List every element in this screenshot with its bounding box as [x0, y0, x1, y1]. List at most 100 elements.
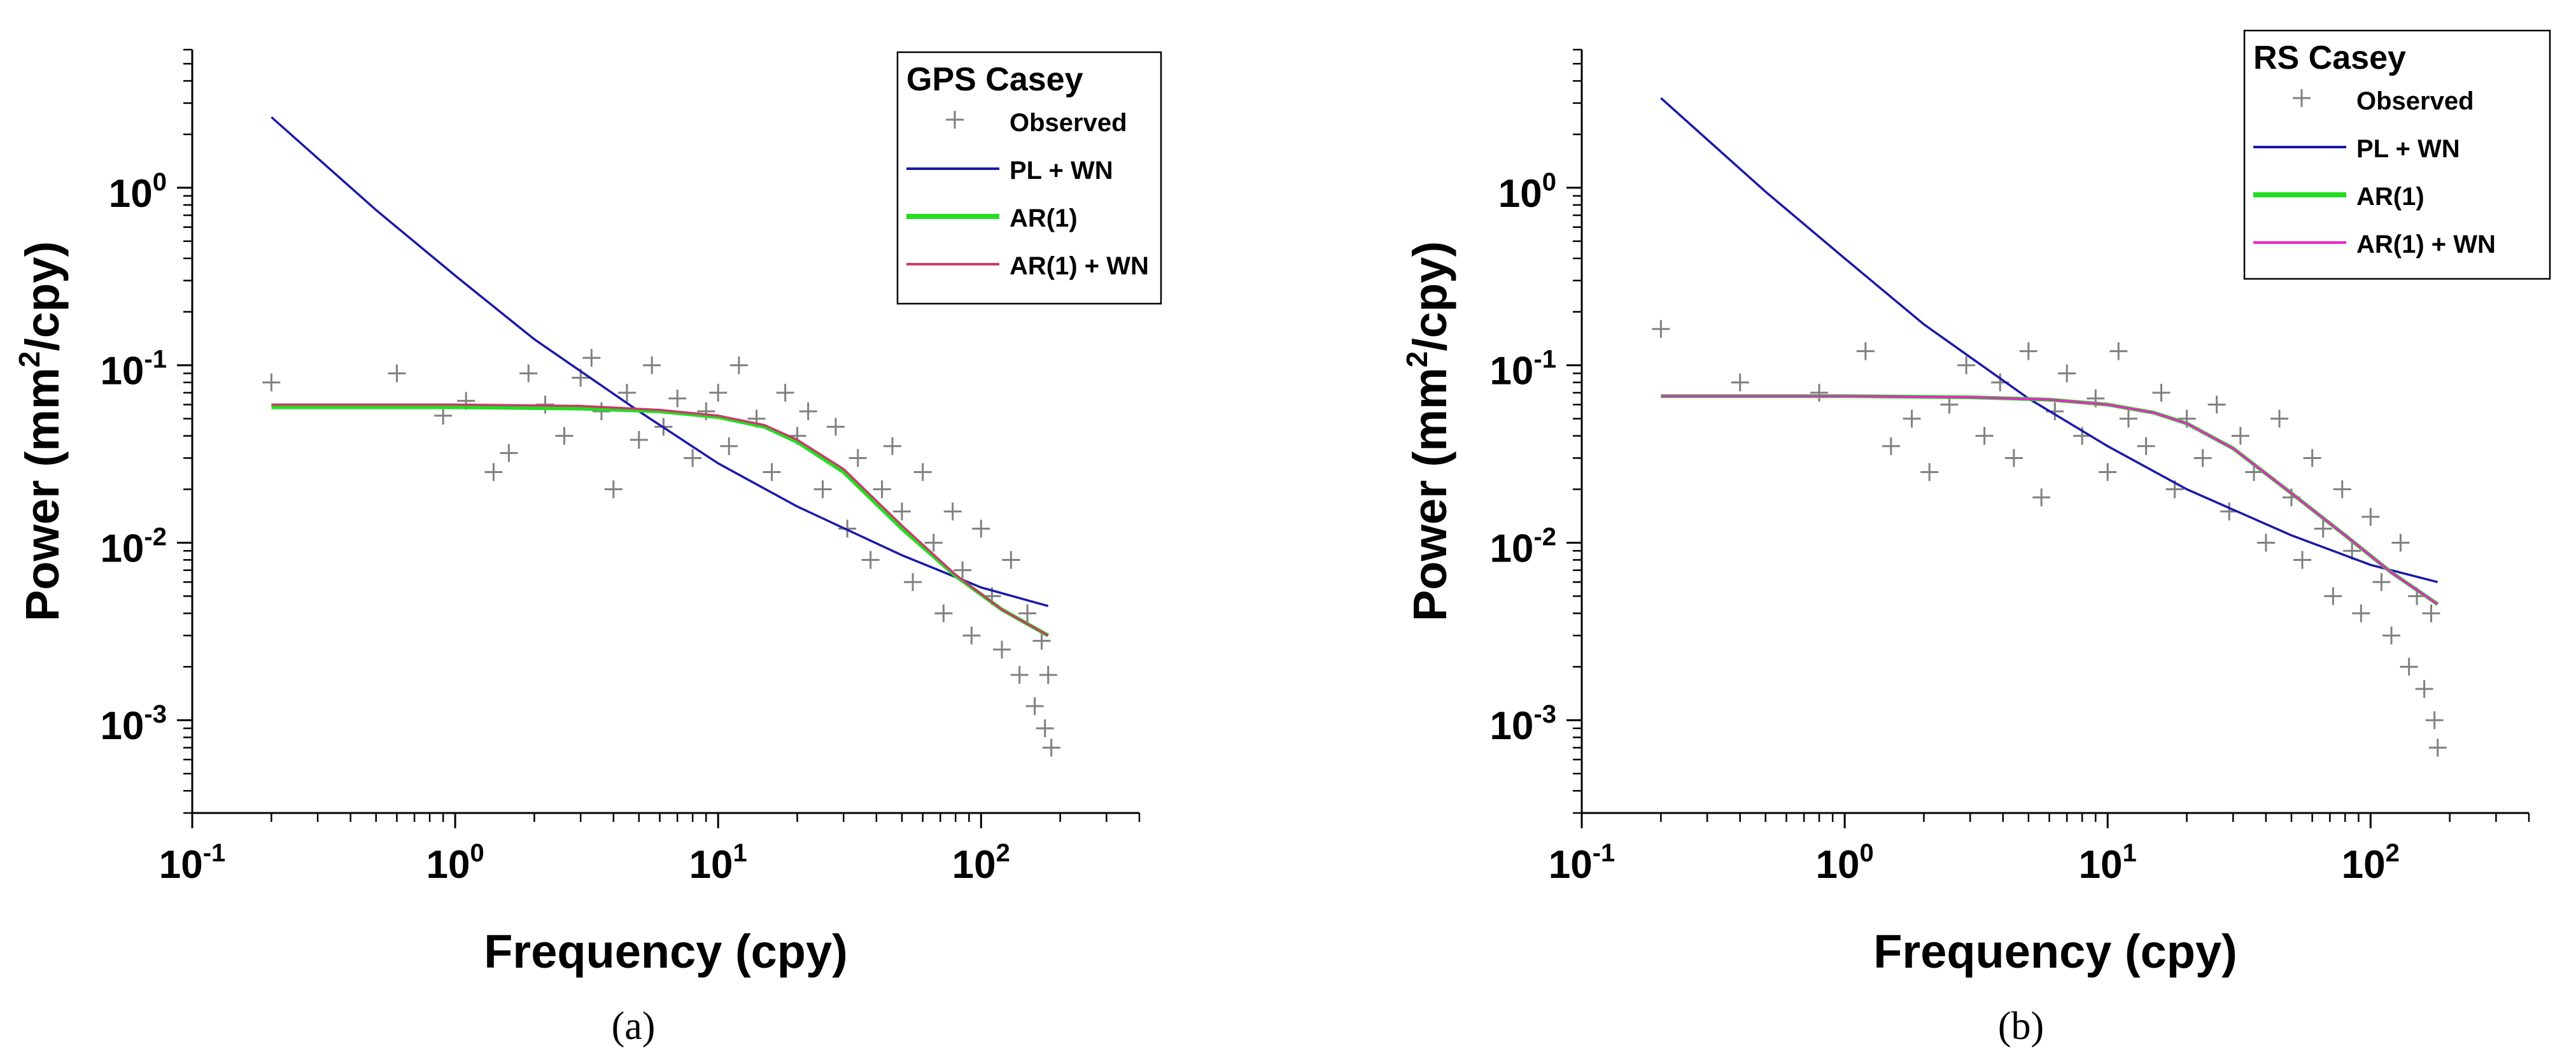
- observed-point: [934, 604, 953, 623]
- observed-point: [709, 383, 728, 402]
- observed-point: [643, 356, 661, 374]
- y-tick-label-exponent: -2: [1533, 523, 1556, 551]
- legend-entry-0: Observed: [1010, 109, 1127, 137]
- observed-point: [2193, 449, 2212, 467]
- observed-point: [924, 534, 943, 552]
- observed-point: [2382, 626, 2401, 645]
- observed-point: [519, 364, 538, 383]
- x-tick-label-base: 10: [426, 843, 470, 887]
- legend-title: GPS Casey: [906, 61, 1083, 98]
- x-tick-label-exponent: 0: [470, 839, 484, 867]
- observed-point: [2256, 534, 2275, 552]
- x-tick-label: 101: [689, 839, 747, 887]
- y-axis-label: Power (mm2/cpy): [13, 241, 69, 621]
- y-tick-label: 10-1: [100, 346, 167, 393]
- legend-entry-3: AR(1) + WN: [2356, 230, 2496, 258]
- observed-point: [826, 418, 845, 436]
- observed-point: [2231, 427, 2249, 445]
- legend-entry-1: PL + WN: [1010, 157, 1113, 185]
- observed-points: [262, 349, 1060, 757]
- legend-title: RS Casey: [2253, 39, 2406, 76]
- observed-point: [1975, 427, 1994, 445]
- y-tick-label: 100: [109, 168, 167, 216]
- y-tick-label-base: 10: [1489, 704, 1533, 748]
- legend-entry-2: AR(1): [1010, 204, 1078, 232]
- observed-point: [668, 389, 687, 407]
- y-tick-label-base: 10: [1489, 526, 1533, 570]
- observed-point: [2109, 342, 2128, 360]
- observed-point: [1002, 551, 1020, 569]
- observed-point: [2303, 449, 2321, 467]
- x-tick-label-base: 10: [159, 843, 203, 887]
- y-tick-label-exponent: -3: [144, 700, 167, 728]
- observed-point: [2058, 364, 2076, 383]
- observed-point: [2372, 573, 2391, 591]
- x-tick-label-exponent: 1: [733, 839, 747, 867]
- observed-point: [484, 463, 503, 481]
- observed-point: [2415, 680, 2433, 698]
- observed-point: [2324, 587, 2342, 605]
- y-tick-label-exponent: -1: [144, 346, 167, 374]
- y-tick-label: 10-2: [1489, 523, 1556, 570]
- observed-point: [434, 406, 453, 425]
- observed-point: [954, 561, 972, 579]
- y-tick-label-base: 10: [1489, 350, 1533, 393]
- y-tick-label-base: 10: [1498, 172, 1542, 216]
- y-tick-label-exponent: -3: [1533, 700, 1556, 728]
- legend-entry-0: Observed: [2356, 87, 2474, 115]
- y-tick-label: 10-2: [100, 523, 167, 570]
- observed-point: [2099, 463, 2117, 481]
- observed-point: [1882, 437, 1900, 455]
- y-tick-label: 10-1: [1489, 346, 1556, 393]
- observed-point: [913, 463, 932, 481]
- panel-label: (a): [612, 1005, 656, 1048]
- observed-point: [1010, 666, 1029, 684]
- observed-point: [720, 437, 738, 455]
- observed-point: [892, 502, 911, 521]
- observed-point: [962, 626, 981, 645]
- x-tick-label: 10-1: [159, 839, 226, 887]
- legend-box: [2243, 29, 2551, 280]
- observed-point: [2019, 342, 2038, 360]
- observed-point: [2293, 551, 2312, 569]
- legend-entry-1: PL + WN: [2356, 135, 2460, 163]
- observed-point: [904, 573, 922, 591]
- y-tick-label-base: 10: [100, 526, 144, 570]
- x-tick-label-exponent: 0: [1859, 839, 1873, 867]
- observed-point: [2422, 604, 2440, 623]
- x-tick-label-base: 10: [689, 843, 733, 887]
- series-line-1: [271, 116, 1049, 607]
- y-tick-label: 10-3: [1489, 700, 1556, 748]
- observed-point: [2352, 604, 2370, 623]
- observed-point: [2333, 480, 2351, 498]
- x-tick-label: 10-1: [1549, 839, 1615, 887]
- observed-point: [388, 364, 406, 383]
- observed-point: [799, 402, 817, 421]
- x-tick-label-base: 10: [2342, 843, 2386, 887]
- x-tick-label: 102: [2342, 839, 2400, 887]
- x-axis-label: Frequency (cpy): [1873, 925, 2237, 978]
- observed-point: [1920, 463, 1939, 481]
- observed-point: [1903, 409, 1921, 428]
- observed-point: [861, 551, 880, 569]
- y-tick-label-exponent: -1: [1533, 346, 1556, 374]
- x-tick-label-base: 10: [1549, 843, 1593, 887]
- observed-point: [2391, 534, 2410, 552]
- observed-point: [776, 383, 794, 402]
- observed-point: [2032, 488, 2051, 507]
- observed-point: [1025, 697, 1044, 716]
- observed-point: [1018, 604, 1037, 623]
- observed-point: [873, 480, 891, 498]
- observed-point: [883, 437, 901, 455]
- x-tick-label: 101: [2079, 839, 2137, 887]
- observed-point: [582, 349, 601, 367]
- observed-point: [2119, 409, 2137, 428]
- observed-point: [1652, 320, 1670, 338]
- observed-point: [2314, 519, 2332, 538]
- y-tick-label-exponent: -2: [144, 523, 167, 551]
- legend-box: [896, 51, 1162, 305]
- series-line-2: [1661, 394, 2439, 606]
- observed-points: [1652, 320, 2447, 757]
- observed-point: [972, 519, 990, 538]
